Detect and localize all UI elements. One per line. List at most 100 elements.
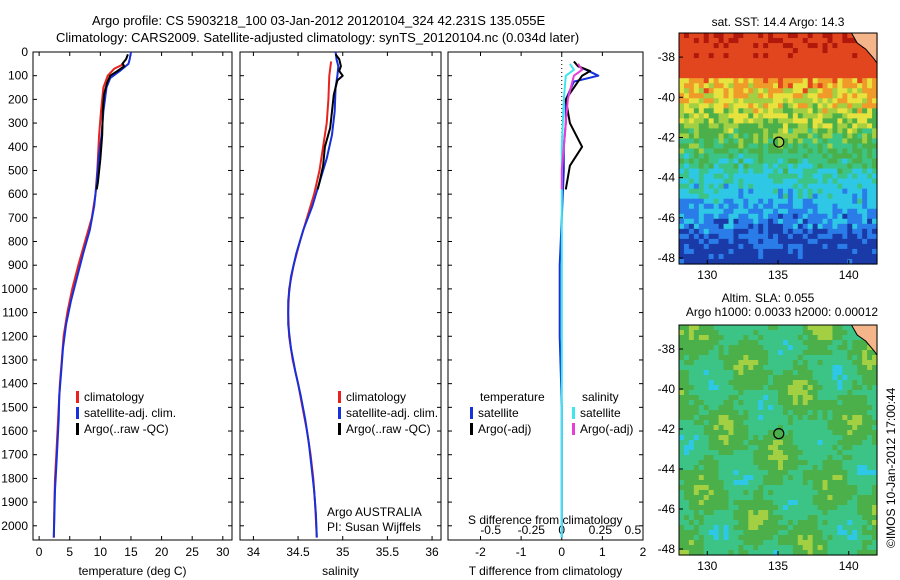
map-cell (723, 38, 730, 44)
map-cell (773, 375, 779, 381)
map-cell (728, 158, 735, 165)
map-cell (718, 253, 725, 260)
map-cell (847, 38, 853, 44)
map-cell (847, 545, 853, 551)
map-cell (708, 198, 715, 205)
map-cell (693, 395, 700, 401)
map-cell (842, 510, 848, 516)
map-cell (862, 248, 868, 255)
map-cell (698, 133, 705, 140)
map-cell (688, 330, 695, 336)
map-cell (867, 208, 873, 215)
map-cell (703, 83, 710, 89)
map-cell (728, 435, 735, 441)
map-cell (872, 153, 878, 160)
map-cell (817, 93, 824, 99)
map-cell (778, 525, 784, 531)
map-cell (822, 495, 829, 501)
map-cell (822, 33, 829, 39)
map-cell (842, 198, 848, 205)
map-cell (708, 118, 715, 124)
map-cell (753, 330, 759, 336)
map-cell (733, 118, 739, 124)
map-cell (832, 430, 838, 436)
legend-item-temp-argo: Argo(-adj) (470, 421, 545, 437)
map-cell (832, 123, 838, 130)
map-cell (773, 238, 779, 245)
map-cell (787, 63, 794, 69)
map-cell (748, 530, 754, 536)
map-cell (832, 340, 838, 346)
map-cell (812, 495, 819, 501)
map-cell (857, 198, 863, 205)
map-cell (832, 510, 838, 516)
map-cell (773, 208, 779, 215)
map-cell (797, 98, 804, 104)
map-cell (812, 480, 819, 486)
map-cell (763, 198, 769, 205)
map-cell (807, 515, 814, 521)
map-cell (827, 435, 834, 441)
map-cell (688, 420, 695, 426)
map-cell (842, 495, 848, 501)
map-cell (743, 385, 749, 391)
map-cell (743, 495, 749, 501)
map-cell (812, 148, 819, 155)
map-cell (872, 148, 878, 155)
map-cell (778, 128, 784, 135)
map-cell (773, 455, 779, 461)
map-cell (768, 540, 774, 546)
map-cell (758, 470, 764, 476)
map-cell (857, 133, 863, 140)
map-cell (832, 88, 838, 94)
map-cell (822, 420, 829, 426)
map-cell (763, 153, 769, 160)
map-cell (708, 405, 715, 411)
map-cell (872, 425, 878, 431)
map-cell (778, 440, 784, 446)
map-cell (782, 193, 789, 200)
map-cell (857, 108, 863, 114)
map-cell (852, 405, 858, 411)
map-cell (787, 118, 794, 124)
map-cell (872, 68, 878, 74)
map-cell (832, 253, 838, 260)
map-cell (817, 355, 824, 361)
map-cell (768, 143, 774, 150)
y-tick-label: -48 (658, 251, 676, 265)
map-cell (723, 520, 730, 526)
map-cell (708, 550, 715, 556)
map-cell (723, 33, 730, 39)
y-tick-label: 800 (8, 235, 28, 249)
map-cell (698, 118, 705, 124)
map-cell (812, 78, 819, 84)
map-cell (728, 73, 735, 79)
map-cell (852, 138, 858, 145)
map-cell (743, 133, 749, 140)
map-cell (743, 330, 749, 336)
map-cell (802, 475, 809, 481)
map-cell (847, 395, 853, 401)
map-cell (743, 415, 749, 421)
map-cell (857, 445, 863, 451)
map-cell (822, 390, 829, 396)
map-cell (837, 78, 843, 84)
map-cell (688, 218, 695, 225)
map-cell (778, 400, 784, 406)
map-cell (748, 385, 754, 391)
map-cell (738, 390, 744, 396)
map-cell (698, 73, 705, 79)
map-cell (857, 415, 863, 421)
map-cell (782, 123, 789, 130)
map-cell (753, 325, 759, 331)
map-cell (812, 375, 819, 381)
map-cell (867, 218, 873, 225)
map-cell (703, 430, 710, 436)
map-cell (743, 73, 749, 79)
map-cell (698, 193, 705, 200)
map-cell (792, 248, 799, 255)
map-cell (817, 400, 824, 406)
map-cell (787, 520, 794, 526)
map-cell (872, 63, 878, 69)
map-cell (753, 470, 759, 476)
